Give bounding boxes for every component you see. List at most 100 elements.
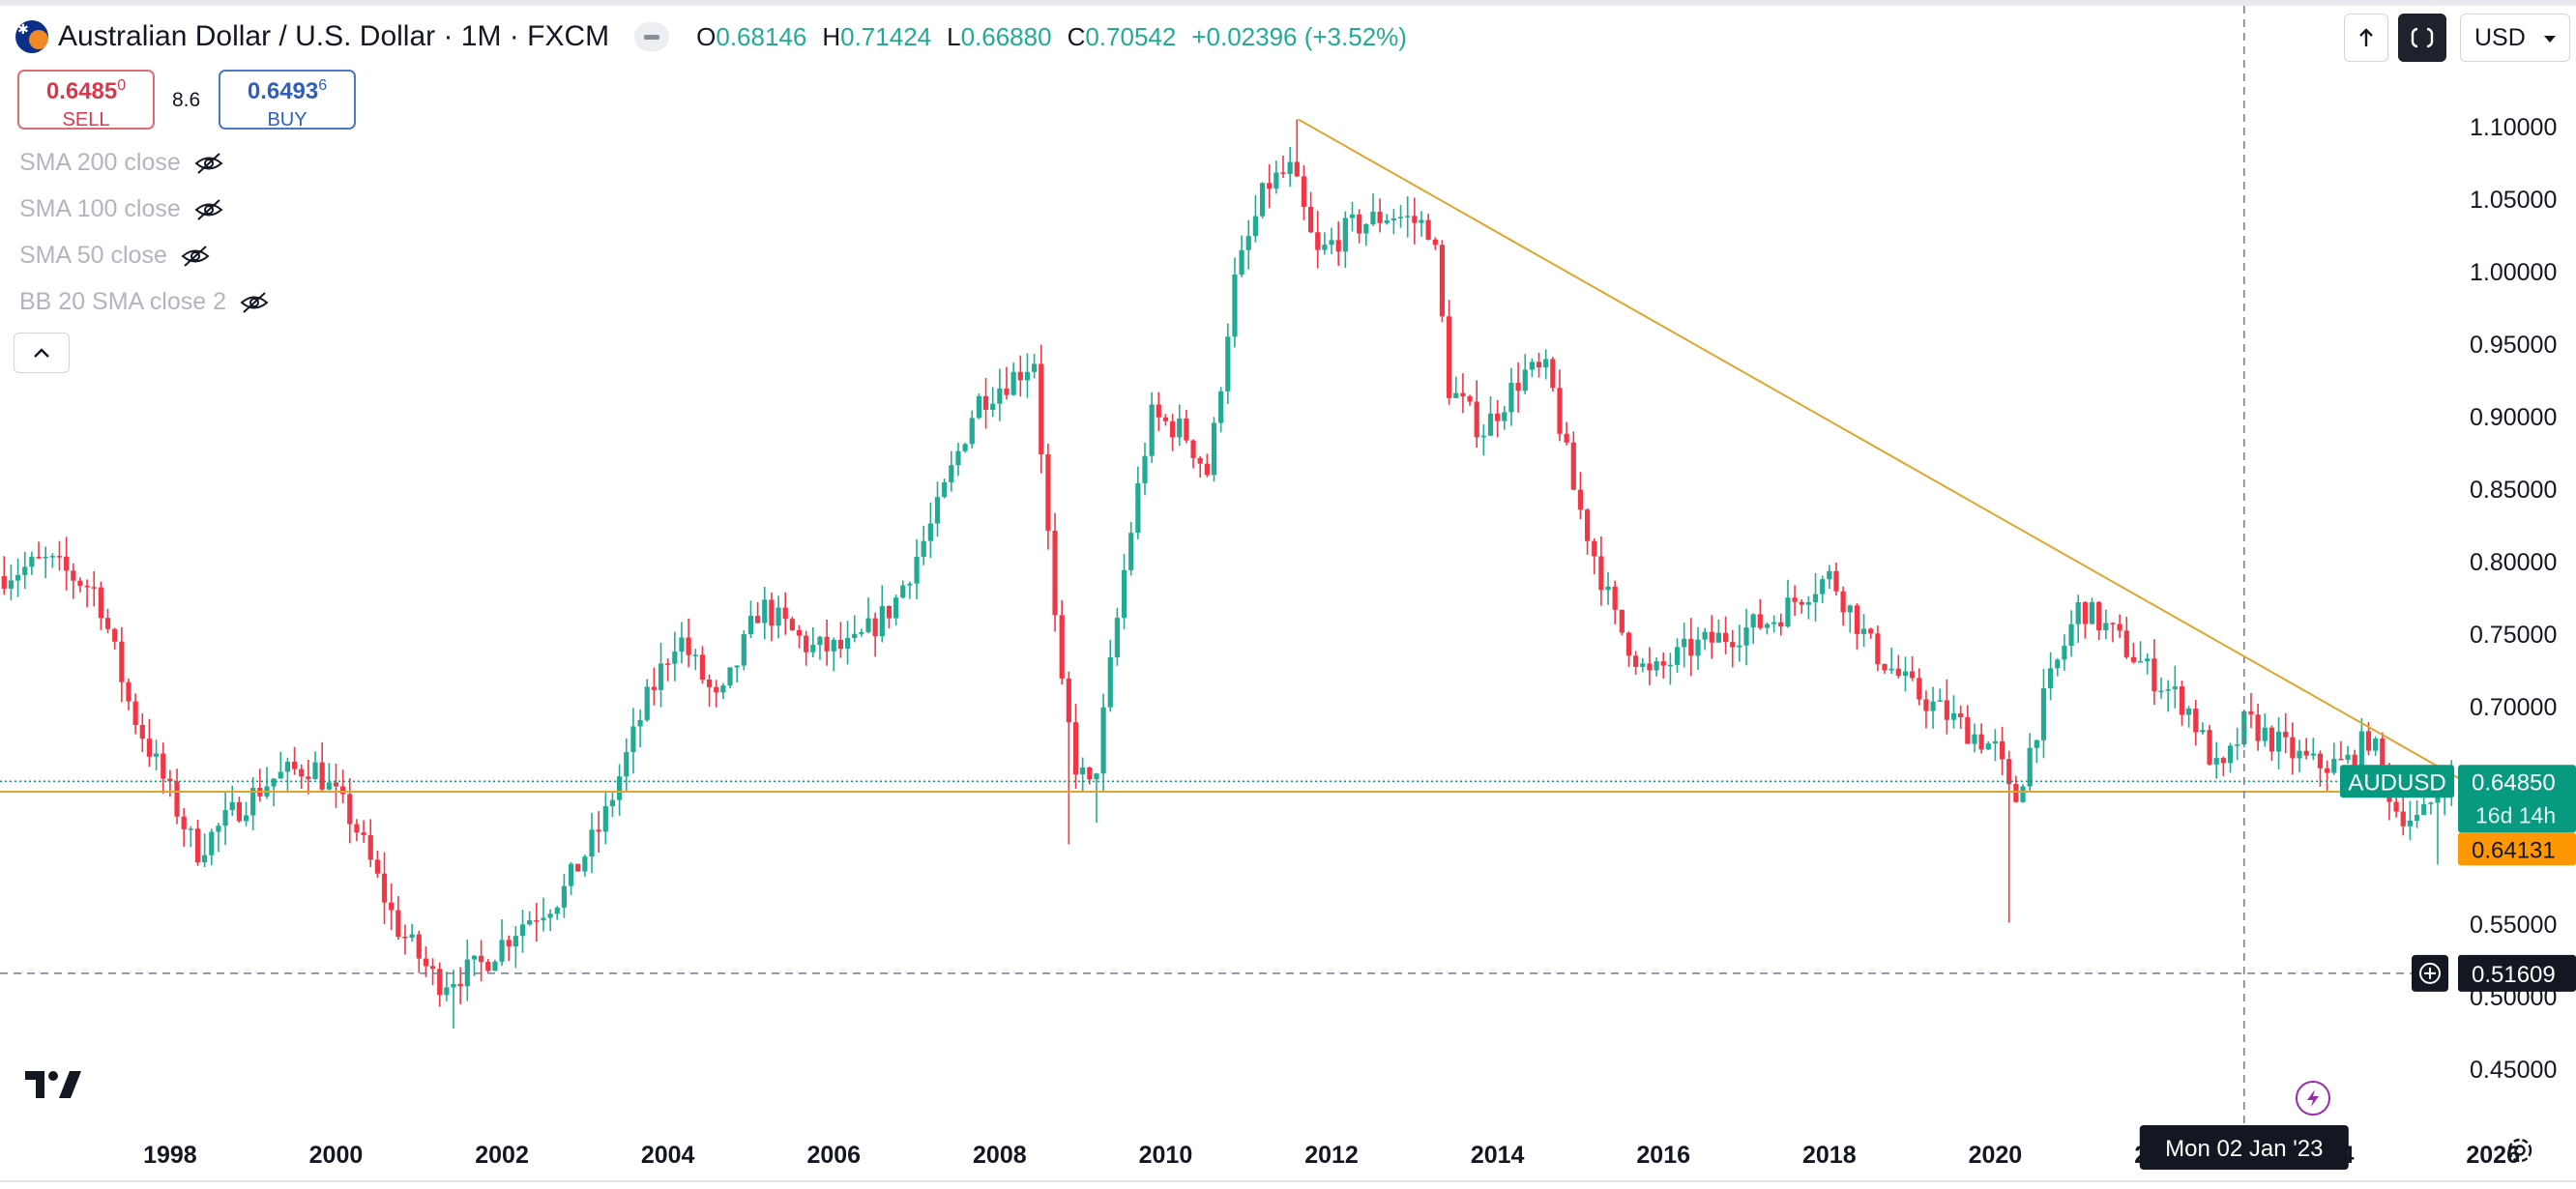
candle-body	[112, 628, 118, 642]
candle-body	[1944, 700, 1949, 720]
hidden-eye-icon[interactable]	[240, 291, 269, 314]
candle-body	[1612, 586, 1618, 610]
candle-body	[1024, 371, 1031, 381]
time-tick-label: 2016	[1636, 1142, 1690, 1169]
candle-body	[1654, 661, 1659, 671]
candle-body	[1827, 570, 1832, 580]
candle-body	[1467, 395, 1473, 402]
candle-body	[2400, 811, 2406, 826]
arrow-up-icon	[2359, 28, 2373, 46]
candle-body	[1342, 218, 1348, 252]
candle-body	[810, 645, 816, 652]
indicator-sma50[interactable]: SMA 50 close	[19, 242, 210, 270]
hidden-eye-icon[interactable]	[194, 152, 223, 175]
candle-body	[1778, 622, 1784, 627]
candle-body	[2103, 623, 2109, 631]
candle-body	[927, 523, 933, 541]
sell-button[interactable]: 0.64850 SELL	[17, 70, 155, 130]
time-tick-label: 2020	[1969, 1142, 2023, 1169]
candle-body	[1757, 614, 1763, 628]
candle-body	[1225, 336, 1231, 392]
currency-select[interactable]: USD	[2460, 14, 2570, 62]
candle-body	[119, 641, 125, 682]
candle-body	[1965, 716, 1971, 744]
candle-body	[209, 831, 215, 856]
candle-body	[2096, 601, 2102, 631]
candle-body	[706, 679, 713, 687]
candle-body	[1204, 463, 1210, 476]
candle-body	[1985, 743, 1991, 750]
candle-body	[2393, 801, 2399, 812]
legend-toggle-button[interactable]	[634, 22, 670, 51]
candle-body	[1605, 586, 1611, 591]
hidden-eye-icon[interactable]	[181, 245, 210, 268]
candle-body	[658, 663, 664, 690]
candle-body	[886, 605, 893, 619]
indicator-sma100[interactable]: SMA 100 close	[19, 195, 223, 223]
candle-body	[1197, 457, 1203, 464]
lightning-icon[interactable]	[2296, 1081, 2330, 1116]
candle-body	[1785, 597, 1791, 627]
candle-body	[216, 826, 221, 832]
candle-body	[1294, 161, 1300, 177]
candle-body	[1682, 638, 1687, 648]
candle-body	[1349, 214, 1356, 218]
candle-body	[1792, 597, 1798, 602]
candle-body	[1211, 422, 1217, 476]
candle-body	[402, 937, 408, 939]
candle-body	[2172, 686, 2178, 689]
indicator-bollinger[interactable]: BB 20 SMA close 2	[19, 288, 269, 316]
candle-body	[153, 753, 160, 757]
crosshair-date-label: Mon 02 Jan '23	[2165, 1136, 2323, 1162]
candle-body	[1667, 664, 1673, 667]
candle-body	[865, 618, 871, 632]
sync-icon	[2411, 26, 2434, 49]
candle-body	[161, 753, 166, 779]
candle-body	[1709, 631, 1714, 643]
candle-body	[665, 663, 671, 665]
candle-body	[71, 570, 76, 581]
scroll-up-button[interactable]	[2344, 14, 2388, 62]
candle-body	[1149, 404, 1155, 456]
candle-body	[789, 619, 795, 630]
candle-body	[755, 616, 761, 624]
symbol-title[interactable]: Australian Dollar / U.S. Dollar · 1M · F…	[58, 20, 610, 52]
candle-body	[1307, 206, 1314, 233]
ohlc-high: 0.71424	[840, 21, 932, 51]
candle-body	[921, 540, 926, 557]
symbol-legend[interactable]: ✱ Australian Dollar / U.S. Dollar · 1M ·…	[15, 19, 1407, 54]
candle-body	[1405, 216, 1411, 218]
candle-body	[2048, 668, 2054, 688]
tradingview-logo-icon[interactable]	[23, 1067, 83, 1102]
candle-body	[575, 863, 581, 872]
candle-body	[139, 724, 145, 740]
settings-gear-icon[interactable]	[2504, 1135, 2535, 1166]
candle-body	[2034, 740, 2039, 748]
candle-body	[1156, 404, 1161, 418]
candle-body	[1474, 401, 1479, 438]
trend-line[interactable]	[1298, 118, 2532, 820]
candle-body	[1094, 773, 1099, 780]
hidden-eye-icon[interactable]	[194, 198, 223, 221]
symbol-tag[interactable]	[2340, 765, 2454, 798]
candle-body	[844, 638, 851, 649]
price-tick-label: 0.80000	[2470, 549, 2557, 576]
candle-body	[804, 635, 809, 652]
candle-body	[229, 801, 235, 810]
candle-body	[506, 940, 512, 946]
candle-body	[1169, 420, 1176, 438]
candle-body	[872, 618, 878, 637]
indicator-sma200[interactable]: SMA 200 close	[19, 149, 223, 177]
collapse-indicators-button[interactable]	[14, 333, 70, 373]
time-tick-label: 2010	[1139, 1142, 1193, 1169]
candle-body	[1508, 382, 1514, 413]
candle-body	[1902, 671, 1909, 677]
candle-body	[1550, 359, 1556, 389]
candle-body	[1363, 224, 1369, 234]
price-tick-label: 0.85000	[2470, 477, 2557, 504]
candle-body	[126, 682, 132, 702]
sync-button[interactable]	[2398, 14, 2446, 62]
buy-button[interactable]: 0.64936 BUY	[219, 70, 356, 130]
candle-body	[2317, 753, 2324, 768]
